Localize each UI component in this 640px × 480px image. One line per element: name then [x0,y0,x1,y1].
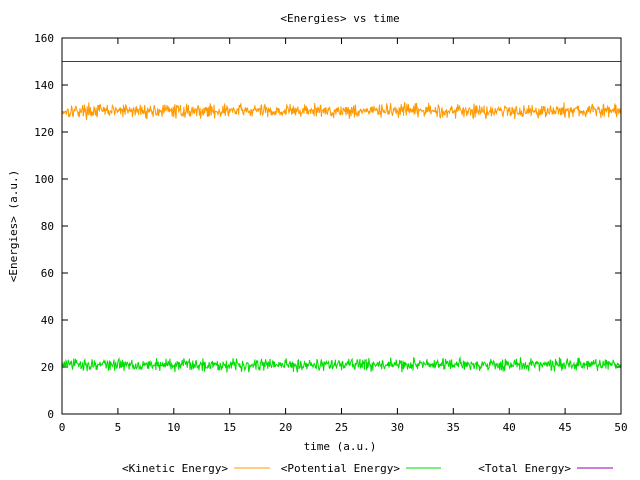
x-tick-label: 50 [614,421,627,434]
legend: <Kinetic Energy> <Potential Energy> <Total… [122,462,613,475]
x-tick-label: 25 [335,421,348,434]
y-tick-label: 160 [34,32,54,45]
series-line-2 [61,355,622,373]
x-tick-label: 40 [503,421,516,434]
y-tick-label: 0 [47,408,54,421]
x-tick-label: 45 [558,421,571,434]
plot-frame [61,37,622,415]
x-tick-label: 15 [223,421,236,434]
legend-label: <Total Energy> [478,462,571,475]
x-tick-label: 35 [447,421,460,434]
legend-label: <Kinetic Energy> [122,462,228,475]
y-axis-label: <Energies> (a.u.) [7,170,20,283]
y-tick-label: 80 [41,220,54,233]
series-layer [61,61,622,373]
x-tick-label: 30 [391,421,404,434]
legend-label: <Potential Energy> [281,462,401,475]
y-tick-label: 100 [34,173,54,186]
y-tick-label: 60 [41,267,54,280]
x-axis-label: time (a.u.) [304,440,377,453]
axis-ticks: 0 20 40 60 80 100 120 140 160 0 5 10 15 20 25 30 35 40 45 5… [34,32,628,434]
x-tick-label: 10 [167,421,180,434]
x-tick-label: 5 [115,421,122,434]
chart-title: <Energies> vs time [280,12,399,25]
y-tick-label: 120 [34,126,54,139]
y-tick-label: 20 [41,361,54,374]
y-tick-label: 40 [41,314,54,327]
x-tick-label: 0 [59,421,66,434]
x-tick-label: 20 [279,421,292,434]
y-tick-label: 140 [34,79,54,92]
series-line-1 [61,101,622,121]
